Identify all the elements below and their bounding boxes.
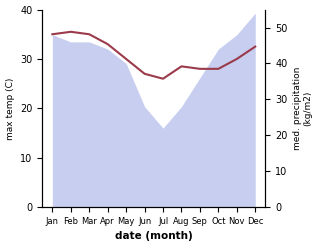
Y-axis label: max temp (C): max temp (C) [5,77,15,140]
Y-axis label: med. precipitation
(kg/m2): med. precipitation (kg/m2) [293,67,313,150]
X-axis label: date (month): date (month) [115,231,193,242]
